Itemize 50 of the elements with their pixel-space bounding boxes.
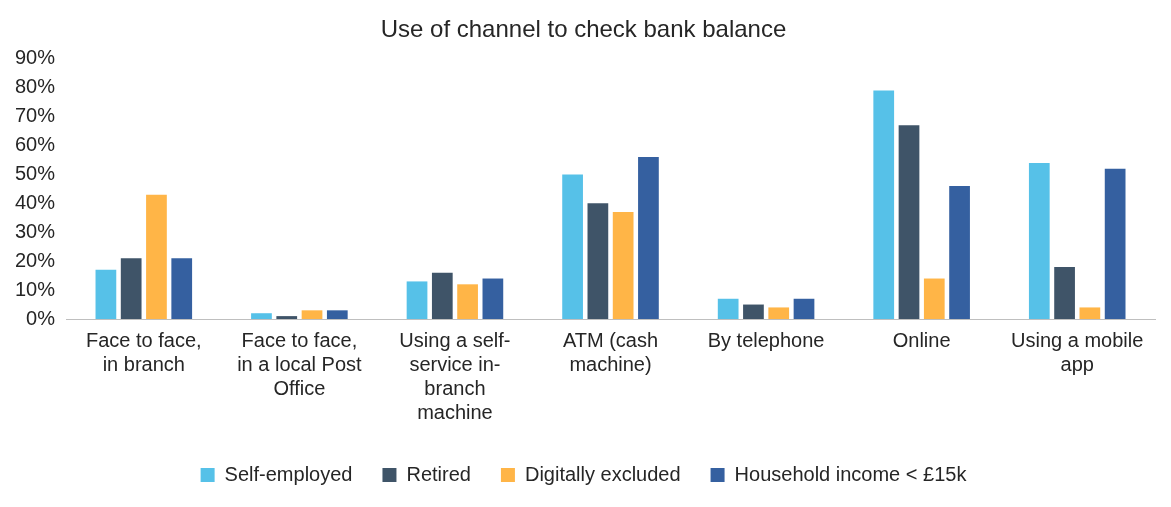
bar [562, 174, 583, 319]
x-tick-label: By telephone [707, 328, 825, 351]
x-tick-label: Using a mobile app [1011, 328, 1144, 375]
y-tick-label: 0% [26, 306, 56, 329]
bar [1028, 162, 1050, 319]
x-tick-label: Online [892, 328, 951, 351]
bar [251, 313, 272, 319]
bar [301, 310, 323, 319]
y-tick-label: 50% [15, 161, 56, 184]
bar [482, 278, 504, 319]
bar [1104, 168, 1126, 319]
bar [717, 298, 739, 319]
bar [743, 304, 764, 319]
bar [898, 125, 920, 319]
x-tick-label: Using a self-service in-branch machine [399, 328, 511, 423]
y-tick-label: 90% [15, 46, 56, 69]
bar [873, 90, 895, 319]
legend-label: Retired [406, 462, 471, 485]
x-tick-label: ATM (cash machine) [562, 328, 659, 375]
y-tick-label: 30% [15, 219, 56, 242]
bar [1079, 307, 1101, 319]
y-tick-label: 60% [15, 133, 56, 156]
bar [95, 269, 117, 319]
y-tick-label: 10% [15, 277, 56, 300]
y-tick-label: 40% [15, 190, 56, 213]
bar [171, 258, 193, 319]
y-tick-label: 70% [15, 104, 56, 127]
y-tick-label: 80% [15, 75, 56, 98]
bar [457, 284, 478, 319]
bar [923, 278, 945, 319]
bar [120, 258, 142, 319]
x-tick-label: Face to face, in branch [86, 328, 202, 375]
bar [949, 186, 970, 319]
legend-label: Household income < £15k [734, 462, 968, 485]
bar [587, 203, 609, 319]
bar [276, 316, 298, 319]
bar [612, 212, 634, 319]
bar [406, 281, 428, 319]
bar [793, 298, 815, 319]
bar [638, 157, 659, 319]
y-tick-label: 20% [15, 248, 56, 271]
bar [1054, 266, 1075, 319]
x-tick-label: Face to face, in a local Post Office [237, 328, 363, 399]
bar [326, 310, 348, 319]
legend-label: Digitally excluded [524, 462, 681, 485]
chart-title: Use of channel to check bank balance [380, 15, 787, 43]
bar [768, 307, 790, 319]
bar [431, 272, 453, 319]
legend-label: Self-employed [224, 462, 353, 485]
bar [146, 194, 167, 319]
